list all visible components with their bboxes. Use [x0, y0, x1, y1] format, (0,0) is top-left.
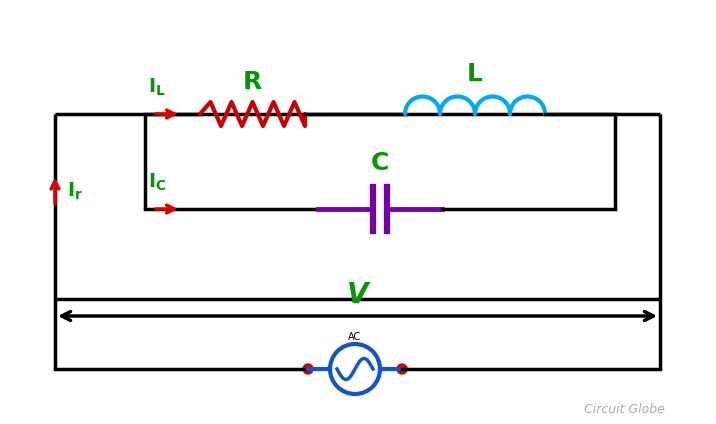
Text: $\mathbf{I_L}$: $\mathbf{I_L}$: [148, 77, 166, 98]
Text: L: L: [467, 62, 483, 86]
Text: Circuit Globe: Circuit Globe: [584, 403, 665, 416]
Text: C: C: [371, 151, 390, 175]
Text: $\mathbf{I_r}$: $\mathbf{I_r}$: [67, 181, 83, 202]
Text: $\mathbf{I_C}$: $\mathbf{I_C}$: [147, 172, 166, 193]
Circle shape: [303, 364, 313, 374]
Text: R: R: [243, 70, 262, 94]
Circle shape: [397, 364, 407, 374]
Text: AC: AC: [349, 332, 362, 342]
Text: V: V: [347, 281, 368, 309]
